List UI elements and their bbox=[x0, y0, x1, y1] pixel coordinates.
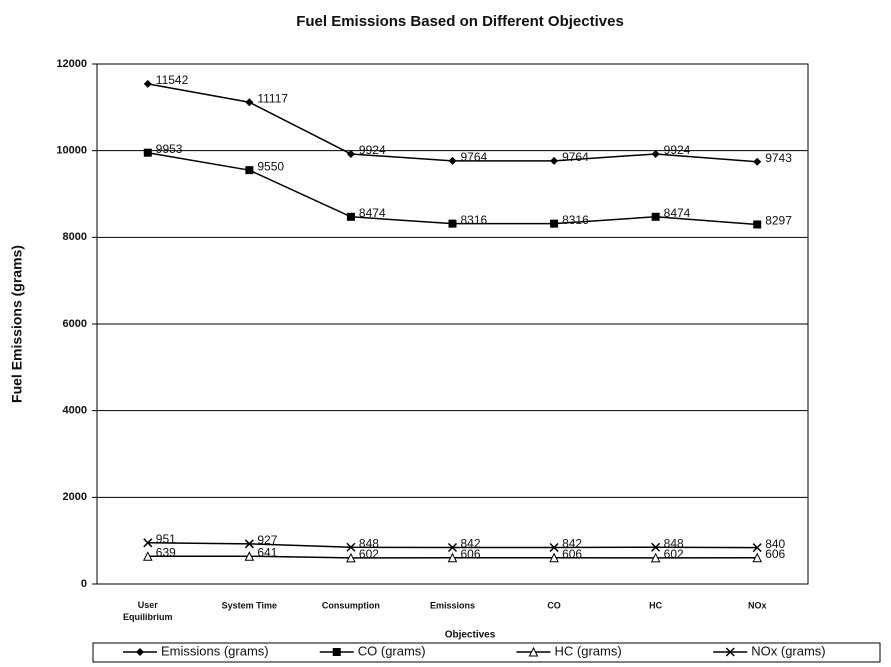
marker bbox=[753, 157, 762, 166]
marker bbox=[136, 648, 144, 656]
y-tick-label: 2000 bbox=[63, 491, 87, 503]
marker bbox=[143, 538, 153, 548]
data-label: 8316 bbox=[562, 213, 589, 227]
legend-label: Emissions (grams) bbox=[161, 643, 269, 658]
x-tick-label: CO bbox=[547, 600, 561, 610]
marker bbox=[725, 647, 735, 657]
data-label: 840 bbox=[765, 537, 785, 551]
y-tick-label: 10000 bbox=[56, 145, 87, 157]
data-label: 9953 bbox=[156, 142, 183, 156]
legend-label: HC (grams) bbox=[555, 643, 622, 658]
marker bbox=[549, 542, 559, 553]
marker bbox=[550, 219, 559, 228]
x-tick-label: System Time bbox=[222, 600, 277, 610]
x-tick-label: Consumption bbox=[322, 600, 380, 610]
marker bbox=[549, 552, 559, 563]
data-label: 842 bbox=[461, 537, 481, 551]
marker bbox=[651, 149, 660, 158]
chart-title: Fuel Emissions Based on Different Object… bbox=[296, 13, 624, 30]
marker bbox=[346, 542, 356, 552]
data-label: 9764 bbox=[461, 150, 488, 164]
data-label: 606 bbox=[765, 547, 785, 561]
marker bbox=[550, 156, 559, 165]
data-label: 842 bbox=[562, 537, 582, 551]
data-label: 8316 bbox=[461, 213, 488, 227]
data-label: 639 bbox=[156, 545, 176, 559]
marker bbox=[346, 552, 356, 563]
x-tick-label: HC bbox=[649, 600, 662, 610]
data-label: 848 bbox=[664, 536, 684, 550]
data-label: 606 bbox=[461, 547, 481, 561]
data-label: 951 bbox=[156, 532, 176, 546]
marker bbox=[448, 156, 457, 165]
data-label: 11542 bbox=[156, 73, 189, 87]
legend-label: CO (grams) bbox=[358, 643, 426, 658]
legend-box bbox=[92, 642, 881, 663]
marker bbox=[651, 212, 660, 221]
data-label: 927 bbox=[257, 533, 277, 547]
marker bbox=[142, 551, 153, 561]
data-label: 8474 bbox=[664, 206, 691, 220]
data-label: 9924 bbox=[664, 143, 691, 157]
marker bbox=[650, 552, 661, 563]
y-tick-label: 6000 bbox=[63, 318, 87, 330]
x-tick-label: User Equilibrium bbox=[123, 600, 173, 622]
marker bbox=[245, 98, 254, 107]
marker bbox=[447, 552, 458, 563]
y-axis-title: Fuel Emissions (grams) bbox=[9, 245, 25, 403]
data-label: 602 bbox=[359, 547, 379, 561]
marker bbox=[244, 551, 255, 561]
y-tick-label: 12000 bbox=[56, 58, 87, 70]
marker bbox=[346, 212, 355, 221]
marker bbox=[651, 542, 661, 552]
y-tick-label: 8000 bbox=[63, 231, 87, 243]
marker bbox=[346, 149, 355, 158]
marker bbox=[332, 648, 341, 656]
legend-label: NOx (grams) bbox=[751, 643, 825, 658]
data-label: 602 bbox=[664, 547, 684, 561]
data-label: 9743 bbox=[765, 151, 792, 165]
marker bbox=[528, 646, 539, 657]
data-label: 606 bbox=[562, 547, 582, 561]
marker bbox=[753, 220, 762, 229]
marker bbox=[448, 219, 457, 228]
data-label: 848 bbox=[359, 536, 379, 550]
marker bbox=[245, 166, 254, 175]
marker bbox=[244, 539, 254, 549]
data-label: 641 bbox=[257, 545, 277, 559]
data-label: 11117 bbox=[257, 91, 288, 105]
x-tick-label: Emissions bbox=[430, 600, 475, 610]
marker bbox=[447, 542, 458, 553]
x-axis-title: Objectives bbox=[445, 630, 496, 641]
y-tick-label: 0 bbox=[81, 578, 87, 590]
data-label: 8297 bbox=[765, 214, 792, 228]
data-label: 9764 bbox=[562, 150, 589, 164]
data-label: 8474 bbox=[359, 206, 386, 220]
data-label: 9924 bbox=[359, 143, 386, 157]
x-tick-label: NOx bbox=[748, 600, 767, 610]
marker bbox=[752, 552, 763, 563]
data-label: 9550 bbox=[257, 159, 284, 173]
marker bbox=[143, 79, 152, 88]
marker bbox=[752, 543, 762, 553]
marker bbox=[143, 148, 152, 157]
y-tick-label: 4000 bbox=[63, 405, 87, 417]
